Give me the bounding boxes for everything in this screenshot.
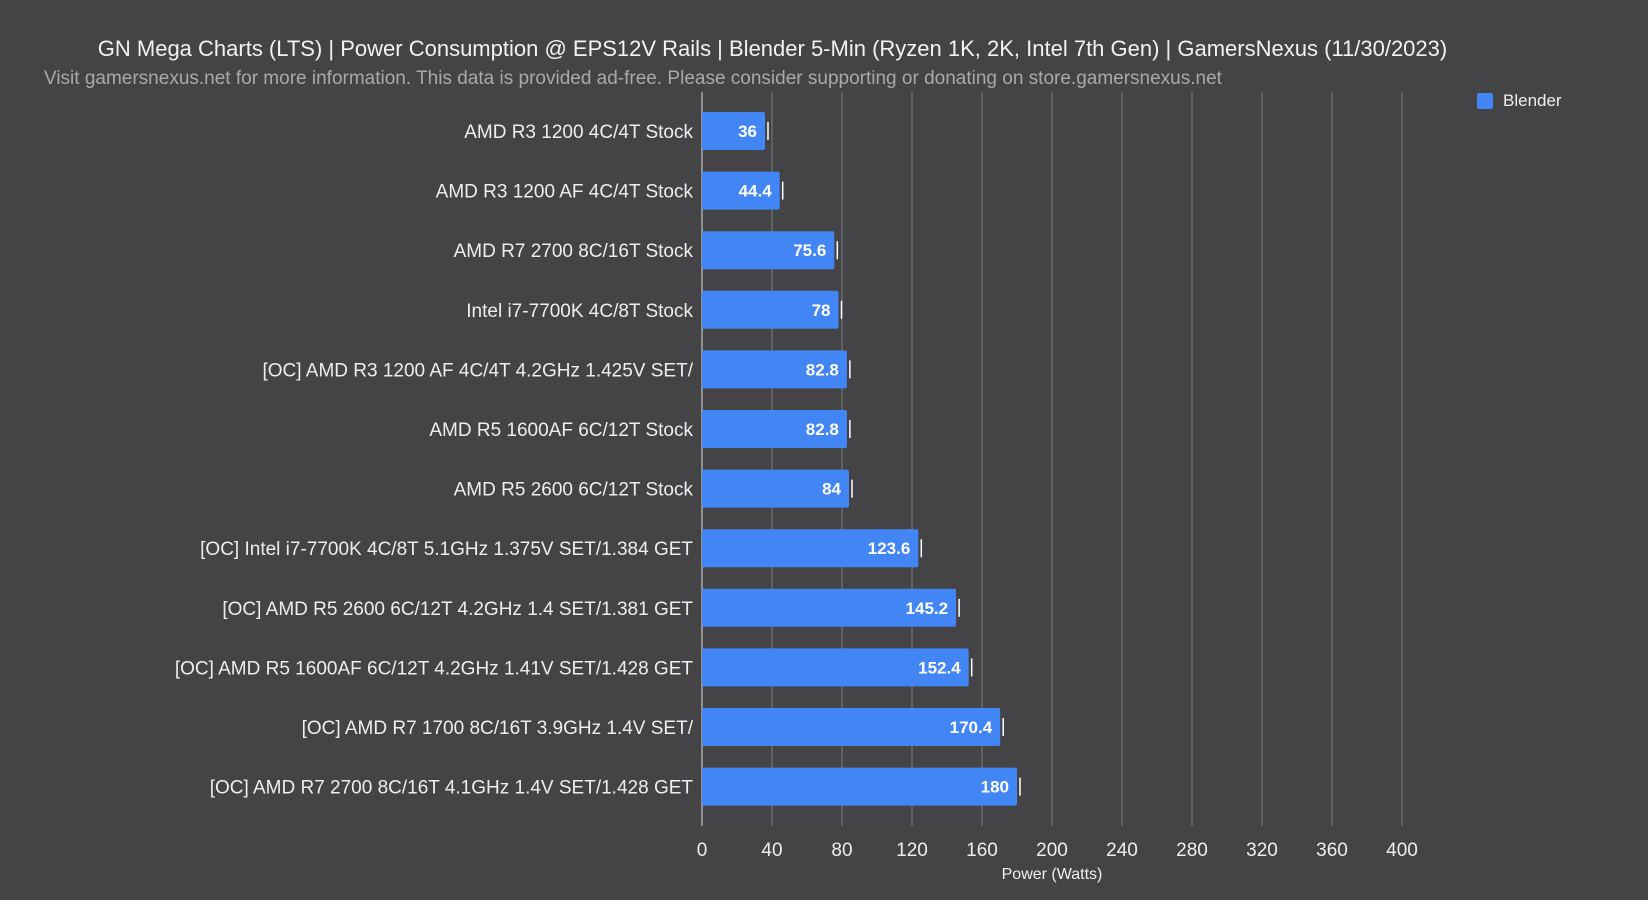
category-label: AMD R3 1200 4C/4T Stock: [464, 122, 693, 143]
bar: [702, 767, 1017, 806]
data-label: 82.8: [806, 360, 839, 379]
bar: [702, 112, 765, 150]
bar: [702, 350, 847, 389]
x-tick-label: 320: [1246, 840, 1278, 861]
category-label: [OC] AMD R3 1200 AF 4C/4T 4.2GHz 1.425V …: [262, 360, 693, 381]
x-tick-label: 40: [761, 840, 782, 861]
x-tick-label: 0: [697, 840, 708, 861]
category-label: AMD R5 2600 6C/12T Stock: [454, 480, 694, 501]
category-label: [OC] AMD R5 1600AF 6C/12T 4.2GHz 1.41V S…: [175, 658, 694, 679]
data-label: 145.2: [906, 599, 949, 618]
x-tick-label: 160: [966, 840, 998, 861]
category-label: [OC] AMD R7 2700 8C/16T 4.1GHz 1.4V SET/…: [210, 778, 694, 799]
bar: [702, 529, 919, 568]
category-label: AMD R3 1200 AF 4C/4T Stock: [436, 182, 694, 203]
category-label: [OC] Intel i7-7700K 4C/8T 5.1GHz 1.375V …: [200, 539, 693, 560]
x-tick-label: 120: [896, 840, 928, 861]
x-axis-title: Power (Watts): [1002, 866, 1103, 883]
legend: Blender: [1477, 91, 1562, 111]
bar: [702, 648, 969, 687]
x-tick-label: 80: [831, 840, 852, 861]
data-label: 44.4: [739, 182, 773, 201]
data-label: 36: [738, 122, 757, 141]
category-label: [OC] AMD R5 2600 6C/12T 4.2GHz 1.4 SET/1…: [222, 599, 693, 620]
chart-subtitle: Visit gamersnexus.net for more informati…: [44, 68, 1222, 89]
data-label: 152.4: [918, 658, 961, 677]
data-label: 84: [822, 480, 841, 499]
data-label: 180: [981, 778, 1009, 797]
x-tick-label: 400: [1386, 840, 1418, 861]
bar: [702, 231, 835, 270]
data-label: 82.8: [806, 420, 839, 439]
category-label: [OC] AMD R7 1700 8C/16T 3.9GHz 1.4V SET/: [302, 718, 694, 739]
x-tick-label: 360: [1316, 840, 1348, 861]
x-tick-label: 240: [1106, 840, 1138, 861]
chart-title: GN Mega Charts (LTS) | Power Consumption…: [97, 36, 1448, 61]
data-label: 78: [812, 301, 831, 320]
category-label: Intel i7-7700K 4C/8T Stock: [466, 301, 693, 322]
bar: [702, 171, 780, 210]
x-tick-label: 280: [1176, 840, 1208, 861]
data-label: 123.6: [868, 539, 911, 558]
bar: [702, 469, 849, 508]
bar: [702, 708, 1001, 746]
legend-label: Blender: [1503, 91, 1562, 110]
bar: [702, 410, 847, 448]
category-label: AMD R7 2700 8C/16T Stock: [454, 241, 694, 262]
legend-swatch: [1477, 93, 1493, 109]
category-label: AMD R5 1600AF 6C/12T Stock: [429, 420, 693, 441]
bar: [702, 588, 957, 627]
data-label: 170.4: [950, 718, 993, 737]
bar: [702, 290, 839, 329]
data-label: 75.6: [793, 241, 826, 260]
x-tick-label: 200: [1036, 840, 1068, 861]
